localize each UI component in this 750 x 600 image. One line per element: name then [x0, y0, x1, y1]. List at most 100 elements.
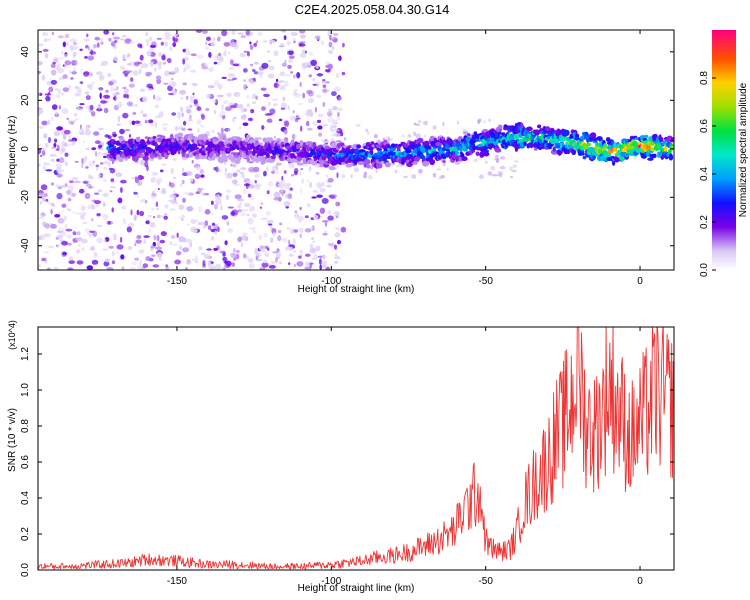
noise-blob: [103, 155, 107, 159]
noise-blob: [312, 215, 319, 220]
noise-blob: [325, 60, 330, 66]
noise-blob: [268, 65, 275, 71]
noise-blob: [394, 169, 398, 174]
noise-blob: [40, 184, 48, 191]
noise-blob: [178, 216, 184, 219]
noise-blob: [155, 246, 163, 250]
noise-blob: [150, 247, 154, 251]
noise-blob: [48, 245, 55, 248]
noise-blob: [191, 82, 198, 87]
noise-blob: [223, 42, 231, 47]
noise-blob: [73, 51, 77, 57]
ridge-blob: [414, 156, 420, 162]
noise-blob: [300, 188, 302, 194]
ridge-blob: [377, 141, 382, 144]
noise-blob: [499, 165, 506, 170]
noise-blob: [76, 106, 80, 109]
noise-blob: [151, 254, 156, 257]
noise-blob: [182, 247, 190, 253]
noise-blob: [119, 38, 125, 41]
noise-blob: [47, 38, 52, 42]
ridge-blob: [488, 143, 495, 149]
noise-blob: [163, 82, 169, 85]
noise-blob: [116, 123, 122, 126]
noise-blob: [161, 187, 166, 192]
noise-blob: [293, 74, 296, 79]
noise-blob: [317, 125, 323, 130]
noise-blob: [157, 64, 162, 71]
noise-blob: [113, 88, 116, 91]
noise-blob: [293, 229, 299, 233]
noise-blob: [41, 257, 47, 262]
noise-blob: [286, 48, 294, 52]
noise-blob: [112, 96, 116, 100]
noise-blob: [491, 174, 498, 177]
noise-blob: [252, 69, 256, 72]
noise-blob: [78, 188, 85, 194]
noise-blob: [309, 263, 312, 269]
noise-blob: [250, 80, 254, 84]
noise-blob: [68, 119, 71, 125]
noise-blob: [280, 107, 286, 110]
noise-blob: [274, 165, 279, 169]
noise-blob: [308, 166, 312, 172]
ridge-blob: [612, 147, 617, 152]
noise-blob: [82, 180, 89, 184]
noise-blob: [277, 80, 280, 84]
noise-blob: [110, 186, 116, 189]
noise-blob: [271, 170, 275, 174]
noise-blob: [484, 160, 488, 164]
y-tick-label: 0.2: [20, 527, 31, 541]
ridge-blob: [592, 137, 598, 142]
noise-blob: [162, 264, 165, 267]
noise-blob: [211, 213, 214, 216]
noise-blob: [250, 197, 254, 200]
noise-blob: [79, 103, 85, 106]
noise-blob: [108, 39, 112, 42]
noise-blob: [340, 226, 347, 233]
noise-blob: [306, 127, 313, 131]
noise-blob: [322, 232, 328, 236]
noise-blob: [234, 194, 242, 200]
ridge-blob: [497, 124, 503, 130]
noise-blob: [53, 143, 57, 148]
noise-blob: [67, 242, 72, 246]
noise-blob: [237, 204, 242, 209]
noise-blob: [281, 30, 287, 33]
noise-blob: [200, 114, 206, 120]
noise-blob: [243, 79, 247, 82]
noise-blob: [50, 223, 57, 229]
noise-blob: [261, 125, 265, 130]
noise-blob: [203, 254, 210, 259]
noise-blob: [153, 94, 156, 100]
ridge-blob: [555, 139, 560, 143]
noise-blob: [290, 71, 294, 74]
noise-blob: [256, 183, 259, 186]
noise-blob: [200, 174, 205, 178]
noise-blob: [83, 38, 90, 42]
noise-blob: [213, 109, 217, 115]
noise-blob: [336, 172, 339, 179]
noise-blob: [68, 84, 72, 89]
noise-blob: [325, 266, 330, 270]
noise-blob: [322, 123, 329, 127]
noise-blob: [94, 151, 98, 157]
noise-blob: [307, 64, 312, 68]
noise-blob: [257, 71, 264, 75]
noise-blob: [210, 40, 216, 47]
noise-blob: [71, 140, 76, 146]
noise-blob: [179, 106, 184, 113]
noise-blob: [129, 267, 137, 270]
noise-blob: [104, 134, 110, 138]
ridge-blob: [614, 156, 620, 163]
noise-blob: [81, 211, 87, 217]
ridge-blob: [547, 146, 552, 150]
noise-blob: [190, 69, 196, 73]
ridge-blob: [460, 153, 465, 158]
noise-blob: [43, 251, 50, 254]
noise-blob: [292, 238, 296, 245]
noise-blob: [483, 120, 486, 124]
noise-blob: [329, 195, 336, 200]
noise-blob: [217, 36, 221, 42]
noise-blob: [38, 61, 43, 66]
